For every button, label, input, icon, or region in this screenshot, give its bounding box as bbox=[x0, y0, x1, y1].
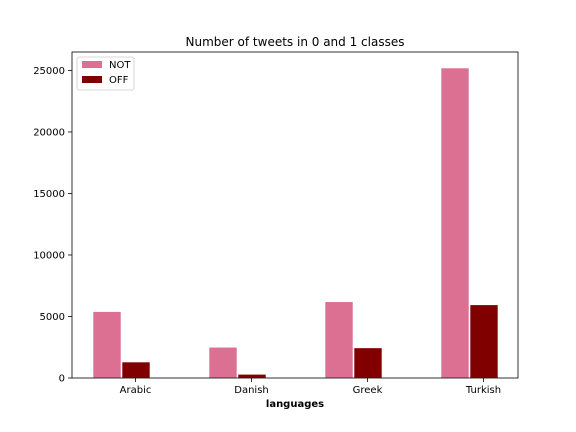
legend-label-off: OFF bbox=[109, 75, 129, 86]
x-tick-label-turkish: Turkish bbox=[465, 385, 501, 396]
bar-not-danish bbox=[208, 346, 238, 379]
x-tick-label-greek: Greek bbox=[353, 385, 383, 396]
y-tick-label: 25000 bbox=[33, 66, 65, 77]
bar-not-turkish bbox=[440, 67, 470, 379]
y-tick-label: 0 bbox=[59, 374, 65, 385]
chart-title: Number of tweets in 0 and 1 classes bbox=[186, 35, 405, 49]
bar-off-arabic bbox=[121, 361, 151, 379]
x-tick-label-arabic: Arabic bbox=[120, 385, 152, 396]
legend-swatch-not bbox=[82, 61, 102, 68]
bar-off-danish bbox=[237, 374, 267, 379]
y-tick-label: 20000 bbox=[33, 127, 65, 138]
x-axis-ticks: Arabic Danish Greek Turkish bbox=[120, 378, 501, 396]
y-tick-label: 5000 bbox=[40, 312, 65, 323]
y-axis-ticks: 0 5000 10000 15000 20000 25000 bbox=[33, 66, 72, 385]
y-tick-label: 15000 bbox=[33, 189, 65, 200]
x-axis-label: languages bbox=[266, 399, 324, 410]
legend-swatch-off bbox=[82, 76, 102, 83]
legend: NOT OFF bbox=[76, 56, 135, 91]
bar-not-greek bbox=[324, 301, 354, 379]
bar-not-arabic bbox=[92, 311, 122, 379]
bar-off-greek bbox=[353, 347, 383, 379]
legend-label-not: NOT bbox=[109, 60, 131, 71]
bars-layer bbox=[92, 67, 499, 379]
x-tick-label-danish: Danish bbox=[234, 385, 269, 396]
y-tick-label: 10000 bbox=[33, 250, 65, 261]
plot-frame bbox=[71, 51, 519, 379]
bar-off-turkish bbox=[469, 304, 499, 379]
